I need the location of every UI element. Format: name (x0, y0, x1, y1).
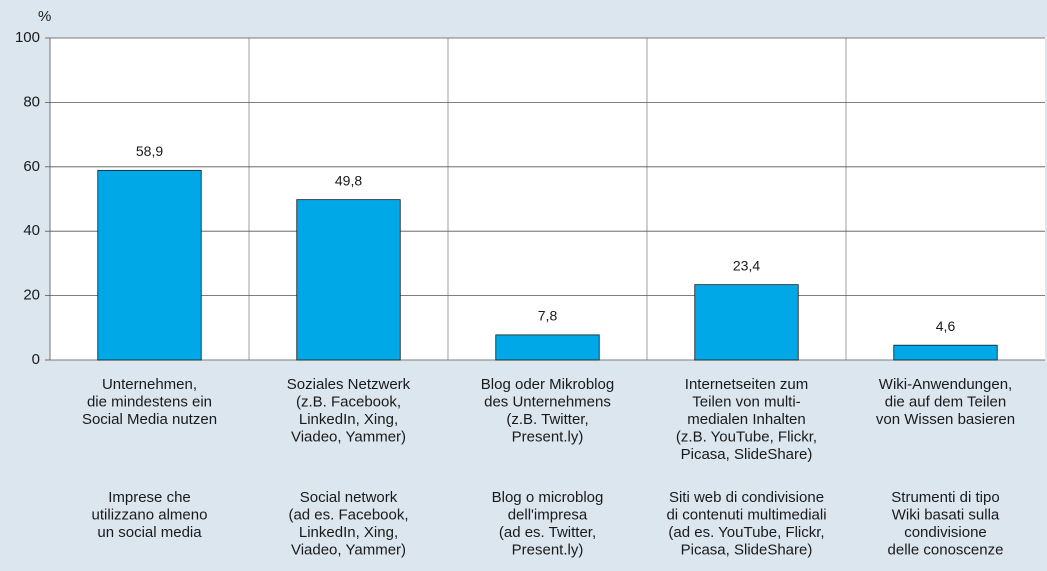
x-tick-label: Unternehmen, (102, 376, 197, 393)
bar (97, 169, 202, 361)
y-tick-label: 100 (15, 29, 40, 46)
bar (694, 284, 799, 361)
x-tick-label-it: di contenuti multimediali (666, 506, 826, 523)
x-tick-label: des Unternehmens (484, 393, 611, 410)
x-tick-label: Viadeo, Yammer) (291, 428, 406, 445)
bar (495, 334, 600, 361)
x-tick-label: von Wissen basieren (876, 411, 1015, 428)
y-tick-label: 60 (23, 158, 40, 175)
x-tick-label-it: (ad es. YouTube, Flickr, (668, 524, 824, 541)
plot-area (50, 38, 1045, 360)
x-tick-label: Social Media nutzen (82, 411, 217, 428)
x-tick-label-it: Present.ly) (512, 541, 584, 558)
x-tick-label: Internetseiten zum (685, 376, 808, 393)
x-tick-label: (z.B. Facebook, (296, 393, 401, 410)
x-tick-label-it: Wiki basati sulla (892, 506, 1000, 523)
x-tick-label-it: (ad es. Facebook, (288, 506, 408, 523)
x-tick-label-it: Strumenti di tipo (891, 489, 999, 506)
x-tick-label-it: Social network (300, 489, 398, 506)
x-tick-label-it: Imprese che (108, 489, 191, 506)
x-tick-label: LinkedIn, Xing, (299, 411, 398, 428)
x-tick-label-it: (ad es. Twitter, (499, 524, 596, 541)
x-tick-label-it: dell'impresa (508, 506, 588, 523)
x-tick-label: Picasa, SlideShare) (681, 446, 813, 463)
y-tick-label: 80 (23, 93, 40, 110)
x-tick-label: Present.ly) (512, 428, 584, 445)
x-tick-label-it: condivisione (904, 524, 987, 541)
x-tick-label-it: LinkedIn, Xing, (299, 524, 398, 541)
x-tick-label: Wiki-Anwendungen, (879, 376, 1012, 393)
x-tick-label: Blog oder Mikroblog (481, 376, 614, 393)
x-tick-label: (z.B. Twitter, (506, 411, 588, 428)
x-tick-label-it: Blog o microblog (492, 489, 604, 506)
y-tick-label: 20 (23, 287, 40, 304)
value-label: 58,9 (136, 143, 163, 159)
x-tick-label: (z.B. YouTube, Flickr, (676, 428, 817, 445)
x-tick-label-it: Picasa, SlideShare) (681, 541, 813, 558)
x-tick-label: medialen Inhalten (687, 411, 805, 428)
x-tick-label-it: Siti web di condivisione (669, 489, 824, 506)
x-tick-label-it: utilizzano almeno (92, 506, 208, 523)
value-label: 4,6 (936, 318, 956, 334)
value-label: 23,4 (733, 257, 760, 273)
x-tick-label: die mindestens ein (87, 393, 212, 410)
x-tick-label-it: un social media (97, 524, 202, 541)
y-tick-label: 40 (23, 222, 40, 239)
value-label: 49,8 (335, 172, 362, 188)
x-tick-label: die auf dem Teilen (885, 393, 1006, 410)
x-tick-label-it: Viadeo, Yammer) (291, 541, 406, 558)
bar (296, 199, 401, 361)
y-tick-label: 0 (32, 351, 40, 368)
bar (893, 344, 998, 361)
value-label: 7,8 (538, 308, 558, 324)
x-tick-label-it: delle conoscenze (888, 541, 1004, 558)
x-tick-label: Teilen von multi- (692, 393, 800, 410)
y-axis-label: % (38, 8, 51, 25)
x-tick-label: Soziales Netzwerk (287, 376, 411, 393)
